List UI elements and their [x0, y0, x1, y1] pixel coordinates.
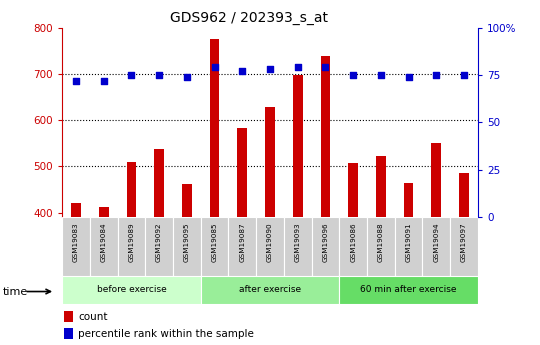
Bar [71, 204, 81, 217]
Point [266, 67, 274, 72]
Point [155, 72, 164, 78]
Bar [62, 276, 201, 304]
Text: GSM19090: GSM19090 [267, 222, 273, 262]
Bar [312, 217, 339, 276]
Bar [62, 217, 90, 276]
Text: GSM19094: GSM19094 [433, 222, 440, 262]
Bar [348, 163, 358, 217]
Bar [265, 107, 275, 217]
Bar [422, 217, 450, 276]
Text: GSM19095: GSM19095 [184, 222, 190, 262]
Text: GSM19087: GSM19087 [239, 222, 245, 262]
Text: GSM19097: GSM19097 [461, 222, 467, 262]
Text: GSM19093: GSM19093 [295, 222, 301, 262]
Bar [145, 217, 173, 276]
Point [99, 78, 108, 83]
Bar [210, 39, 219, 217]
Bar [450, 217, 478, 276]
Text: GSM19091: GSM19091 [406, 222, 411, 262]
Bar [395, 217, 422, 276]
Point [293, 65, 302, 70]
Bar [64, 328, 73, 339]
Text: GSM19085: GSM19085 [212, 222, 218, 262]
Text: GSM19088: GSM19088 [378, 222, 384, 262]
Text: GSM19096: GSM19096 [322, 222, 328, 262]
Text: before exercise: before exercise [97, 285, 166, 294]
Bar [238, 128, 247, 217]
Bar [256, 217, 284, 276]
Text: GSM19084: GSM19084 [100, 222, 107, 262]
Bar [459, 174, 469, 217]
Point [404, 74, 413, 80]
Bar [228, 217, 256, 276]
Bar [339, 217, 367, 276]
Point [183, 74, 191, 80]
Bar [293, 75, 302, 217]
Text: GSM19086: GSM19086 [350, 222, 356, 262]
Bar [90, 217, 118, 276]
Bar [201, 276, 339, 304]
Text: time: time [3, 287, 28, 296]
Bar [182, 184, 192, 217]
Point [432, 72, 441, 78]
Bar [284, 217, 312, 276]
Text: percentile rank within the sample: percentile rank within the sample [78, 329, 254, 339]
Point [210, 65, 219, 70]
Bar [154, 149, 164, 217]
Point [349, 72, 357, 78]
Bar [118, 217, 145, 276]
Text: 60 min after exercise: 60 min after exercise [360, 285, 457, 294]
Bar [126, 162, 136, 217]
Text: GSM19083: GSM19083 [73, 222, 79, 262]
Point [321, 65, 330, 70]
Point [127, 72, 136, 78]
Bar [201, 217, 228, 276]
Text: count: count [78, 312, 107, 322]
Bar [64, 310, 73, 322]
Bar [173, 217, 201, 276]
Point [72, 78, 80, 83]
Point [460, 72, 468, 78]
Text: after exercise: after exercise [239, 285, 301, 294]
Point [376, 72, 385, 78]
Bar [321, 56, 330, 217]
Bar [339, 276, 478, 304]
Bar [431, 143, 441, 217]
Text: GSM19089: GSM19089 [129, 222, 134, 262]
Title: GDS962 / 202393_s_at: GDS962 / 202393_s_at [170, 11, 328, 25]
Point [238, 68, 247, 74]
Bar [99, 207, 109, 217]
Text: GSM19092: GSM19092 [156, 222, 162, 262]
Bar [404, 183, 414, 217]
Bar [367, 217, 395, 276]
Bar [376, 156, 386, 217]
